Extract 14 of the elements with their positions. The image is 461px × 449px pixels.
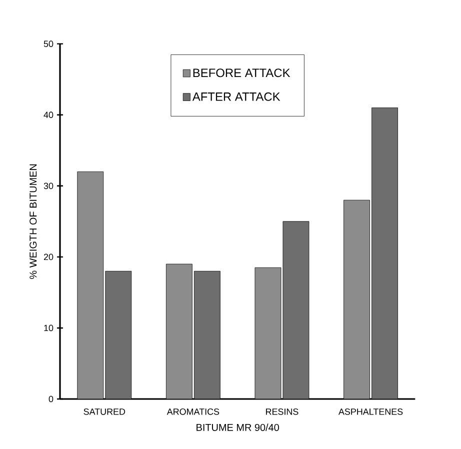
y-tick-label: 0	[48, 396, 54, 402]
legend-label: AFTER ATTACK	[192, 92, 280, 101]
y-tick-label: 30	[44, 182, 54, 190]
y-tick-label: 10	[44, 324, 54, 332]
x-tick-label: AROMATICS	[166, 408, 220, 415]
legend-label: BEFORE ATTACK	[193, 68, 290, 78]
y-tick-label: 20	[44, 254, 54, 260]
y-axis-title: % WEIGTH OF BITUMEN	[30, 164, 37, 279]
x-tick-label: ASPHALTENES	[338, 408, 403, 415]
y-tick-label: 50	[44, 40, 54, 48]
x-tick-label: SATURED	[84, 408, 126, 415]
x-tick-label: RESINS	[266, 408, 298, 415]
y-tick-label: 40	[44, 112, 54, 118]
x-axis-title: BITUME MR 90/40	[196, 424, 279, 431]
